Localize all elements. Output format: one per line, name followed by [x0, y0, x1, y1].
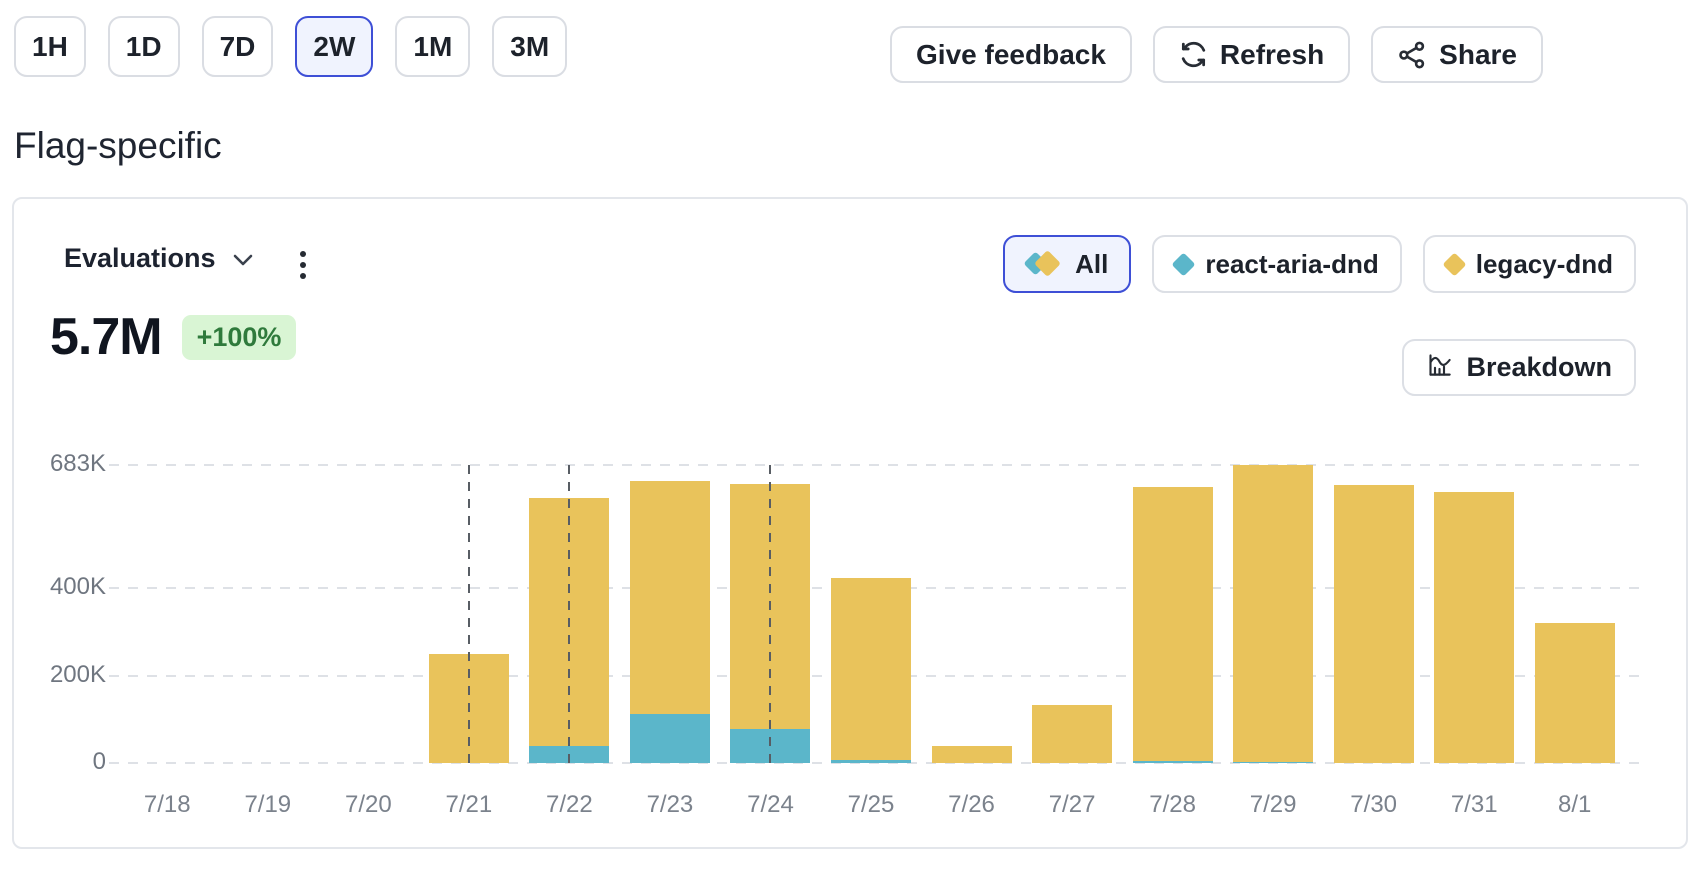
- x-tick-label-7/25: 7/25: [847, 791, 895, 818]
- bar-segment-legacy-dnd[interactable]: [1132, 487, 1213, 762]
- bar-7/26[interactable]: [931, 745, 1012, 763]
- time-range-2w[interactable]: 2W: [295, 16, 374, 77]
- bar-segment-legacy-dnd[interactable]: [1534, 623, 1615, 763]
- x-tick-label-7/29: 7/29: [1249, 791, 1297, 818]
- kebab-menu-icon: [300, 251, 306, 257]
- time-range-1d[interactable]: 1D: [107, 16, 180, 77]
- breakdown-button[interactable]: Breakdown: [1402, 339, 1636, 396]
- y-tick-label: 683K: [49, 450, 106, 477]
- gridline-683K: [109, 464, 1647, 466]
- series-legend: All react-aria-dnd legacy-dnd: [1003, 235, 1636, 293]
- legend-chip-legacy-dnd[interactable]: legacy-dnd: [1422, 235, 1636, 293]
- bar-7/25[interactable]: [831, 577, 911, 763]
- bar-chart-plot: [109, 464, 1647, 764]
- bar-segment-legacy-dnd[interactable]: [931, 745, 1012, 763]
- refresh-button[interactable]: Refresh: [1152, 26, 1351, 83]
- bar-segment-legacy-dnd[interactable]: [629, 481, 710, 715]
- time-range-3m[interactable]: 3M: [492, 16, 568, 77]
- total-value: 5.7M: [50, 308, 163, 366]
- share-button[interactable]: Share: [1371, 26, 1543, 83]
- bar-8/1[interactable]: [1534, 623, 1615, 763]
- bar-segment-legacy-dnd[interactable]: [1333, 485, 1414, 763]
- x-tick-label-7/24: 7/24: [747, 791, 794, 818]
- x-tick-label-7/26: 7/26: [948, 791, 995, 818]
- bar-7/27[interactable]: [1032, 704, 1113, 763]
- x-tick-label-7/27: 7/27: [1048, 791, 1096, 818]
- bar-segment-react-aria-dnd[interactable]: [1132, 761, 1213, 763]
- gridline-0: [109, 762, 1647, 764]
- bar-segment-react-aria-dnd[interactable]: [831, 760, 911, 763]
- x-tick-label-7/21: 7/21: [445, 791, 493, 818]
- x-tick-label-7/18: 7/18: [143, 791, 191, 818]
- bar-segment-legacy-dnd[interactable]: [831, 577, 911, 761]
- bar-7/29[interactable]: [1233, 465, 1314, 763]
- page-title: Flag-specific: [14, 125, 222, 166]
- flag-analytics-card: Evaluations All react-aria-dnd legacy-dnd …: [12, 197, 1688, 849]
- time-range-1h[interactable]: 1H: [14, 16, 86, 77]
- time-range-group: 1H 1D 7D 2W 1M 3M: [14, 16, 568, 77]
- metric-selector-label: Evaluations: [64, 243, 216, 273]
- event-marker-line-7/22: [568, 465, 571, 763]
- give-feedback-button[interactable]: Give feedback: [890, 26, 1132, 83]
- y-tick-label: 0: [92, 748, 106, 775]
- bar-segment-react-aria-dnd[interactable]: [1233, 761, 1314, 763]
- bar-segment-legacy-dnd[interactable]: [1434, 492, 1515, 763]
- y-tick-label: 400K: [49, 573, 106, 601]
- kebab-menu-button[interactable]: [296, 247, 310, 283]
- x-tick-label-7/22: 7/22: [546, 791, 593, 818]
- time-range-7d[interactable]: 7D: [201, 16, 274, 77]
- bar-7/23[interactable]: [629, 481, 710, 763]
- bar-segment-react-aria-dnd[interactable]: [629, 714, 710, 763]
- chart-breakdown-icon: [1426, 351, 1453, 385]
- breakdown-label: Breakdown: [1466, 352, 1612, 382]
- top-toolbar: 1H 1D 7D 2W 1M 3M Give feedback Refresh Share: [0, 0, 1700, 83]
- bar-7/31[interactable]: [1434, 492, 1515, 763]
- event-marker-line-7/24: [769, 465, 772, 763]
- x-tick-label-7/23: 7/23: [646, 791, 694, 818]
- share-icon: [1397, 40, 1427, 70]
- x-tick-label-7/20: 7/20: [344, 791, 392, 818]
- delta-badge: +100%: [181, 314, 297, 360]
- refresh-icon: [1179, 40, 1208, 69]
- bar-7/30[interactable]: [1333, 485, 1414, 763]
- all-diamonds-icon: [1023, 250, 1062, 277]
- diamond-icon: [1442, 251, 1467, 277]
- x-tick-label-7/31: 7/31: [1450, 791, 1498, 818]
- bar-segment-legacy-dnd[interactable]: [1233, 465, 1314, 762]
- y-tick-label: 200K: [49, 660, 106, 688]
- x-tick-label-7/30: 7/30: [1350, 791, 1398, 818]
- chevron-down-icon: [232, 243, 254, 274]
- time-range-1m[interactable]: 1M: [395, 16, 471, 77]
- legend-chip-react-aria-dnd[interactable]: react-aria-dnd: [1152, 235, 1402, 293]
- x-tick-label-8/1: 8/1: [1558, 791, 1592, 818]
- diamond-icon: [1171, 251, 1196, 277]
- legend-chip-all[interactable]: All: [1003, 235, 1132, 293]
- bar-7/28[interactable]: [1132, 487, 1213, 763]
- x-tick-label-7/19: 7/19: [244, 791, 292, 818]
- metric-summary: 5.7M +100%: [50, 307, 297, 367]
- metric-selector-dropdown[interactable]: Evaluations: [64, 243, 254, 274]
- x-tick-label-7/28: 7/28: [1149, 791, 1196, 818]
- event-marker-line-7/21: [467, 465, 470, 763]
- bar-segment-legacy-dnd[interactable]: [1032, 704, 1113, 763]
- action-button-group: Give feedback Refresh Share: [890, 26, 1543, 83]
